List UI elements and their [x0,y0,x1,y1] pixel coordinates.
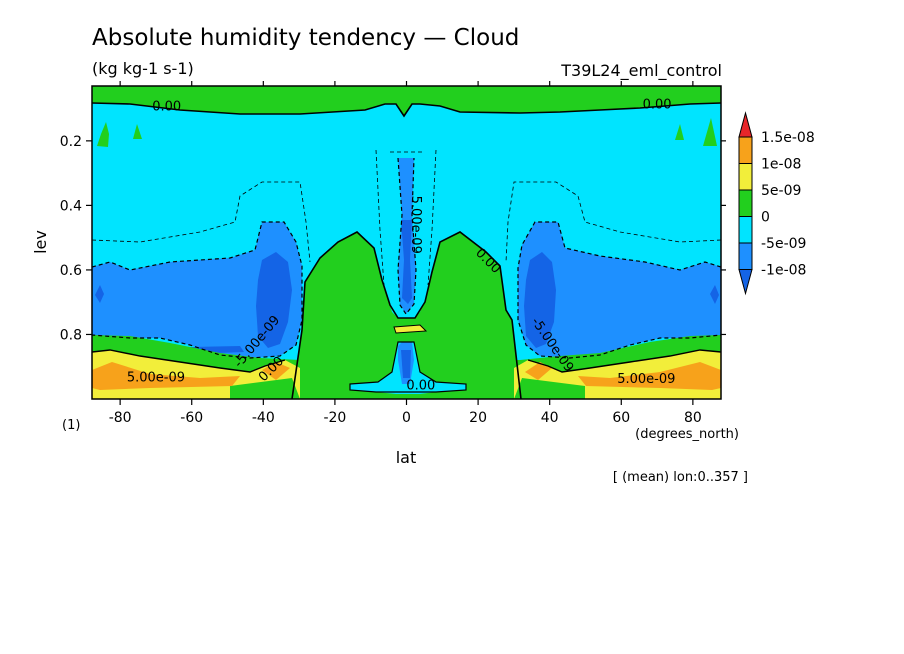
contour-label: 5.00e-09 [617,372,675,387]
region-right-core [524,252,556,348]
chart-title: Absolute humidity tendency — Cloud [92,25,519,51]
contour-label: 0.00 [152,99,181,114]
experiment-label: T39L24_eml_control [560,61,722,81]
region-small-positive-3 [675,124,684,140]
contour-dashed-left-outer [92,181,311,263]
contour-surface-right [527,349,721,373]
region-left-surface-orange-2 [262,362,290,380]
x-tick-label: 60 [612,410,630,426]
x-axis-units: (degrees_north) [635,427,739,442]
region-small-positive-2 [133,124,142,139]
contour-neg-left [92,221,303,359]
contour-neg-right [517,221,721,359]
region-right-core-2 [710,285,719,304]
region-right-surface-orange [578,362,721,390]
colorbar-label: 1.5e-08 [761,130,815,146]
y-axis-label: lev [31,230,50,254]
contour-eq-lower [349,341,467,393]
x-tick-label: 80 [684,410,702,426]
colorbar-segment [738,189,753,217]
colorbar: 1.5e-08 1e-08 5e-09 0 -5e-09 -1e-08 [738,111,815,296]
colorbar-label: -5e-09 [761,236,806,252]
contour-label-group: 0.00 [406,378,435,393]
y-tick-label: 0.6 [60,263,82,279]
x-tick-label: -20 [323,410,346,426]
region-equator-core [401,220,412,304]
y-tick-label: 0.4 [60,198,82,214]
x-axis: -80 -60 -40 -20 0 20 40 60 80 [109,81,702,426]
contour-label-group: 0.00 [643,98,672,113]
contour-equator-inner [397,157,417,316]
colorbar-arrow-bottom [738,269,753,296]
x-tick-label: -80 [109,410,132,426]
colorbar-arrow-top [738,111,753,138]
y-tick-label: 0.8 [60,327,82,343]
y-axis: 0.2 0.4 0.6 0.8 [60,134,726,343]
colorbar-label: 0 [761,210,770,226]
averaging-note: [ (mean) lon:0..357 ] [613,470,748,485]
colorbar-label: 5e-09 [761,183,801,199]
region-top-positive [92,86,721,116]
region-left-core-2 [95,285,104,303]
region-center-positive [292,232,521,399]
x-axis-label: lat [396,448,417,467]
region-equator-yellow [394,325,426,333]
region-left-negative [92,222,302,358]
contour-zero-center [291,231,522,399]
contour-label-group: 5.00e-09 [127,370,185,385]
contour-lines [92,102,721,399]
contour-zero-top [92,102,721,118]
contour-label: 5.00e-09 [127,370,185,385]
contour-label-group: 5.00e-09 [408,196,423,254]
region-equator-lower-core [401,350,411,378]
region-left-surface-orange [92,362,240,390]
contour-dashed-right-outer [505,181,721,263]
contour-label: 0.00 [406,378,435,393]
x-tick-label: 0 [402,410,411,426]
x-tick-label: 40 [541,410,559,426]
colorbar-segment [738,242,753,270]
contour-dashed-equator [375,149,437,286]
region-right-surface-green [514,378,585,399]
contour-label: 5.00e-09 [408,196,423,254]
contour-surface-left [92,349,286,373]
region-left-core [256,252,292,348]
x-tick-label: -40 [252,410,275,426]
colorbar-label: 1e-08 [761,157,801,173]
colorbar-label: -1e-08 [761,263,806,279]
chart-units: (kg kg-1 s-1) [92,59,194,78]
contour-label: 0.00 [643,98,672,113]
region-small-positive-4 [703,118,717,146]
y-tick-label: 0.2 [60,134,82,150]
colorbar-segment [738,136,753,164]
colorbar-segment [738,216,753,244]
plot-area: 0.00 0.005.00e-090.00-5.00e-09 -5.00e-090.… [92,86,721,399]
region-right-negative [518,222,721,358]
region-small-positive-1 [97,122,109,147]
contour-eq-yellow [393,324,428,334]
contour-label-group: 5.00e-09 [617,372,675,387]
colorbar-segment [738,163,753,191]
x-tick-label: -60 [180,410,203,426]
region-right-surface-orange-2 [525,362,552,380]
y-axis-units: (1) [62,418,80,433]
x-tick-label: 20 [469,410,487,426]
region-left-surface-green [230,378,300,399]
contour-label-group: 0.00 [152,99,181,114]
